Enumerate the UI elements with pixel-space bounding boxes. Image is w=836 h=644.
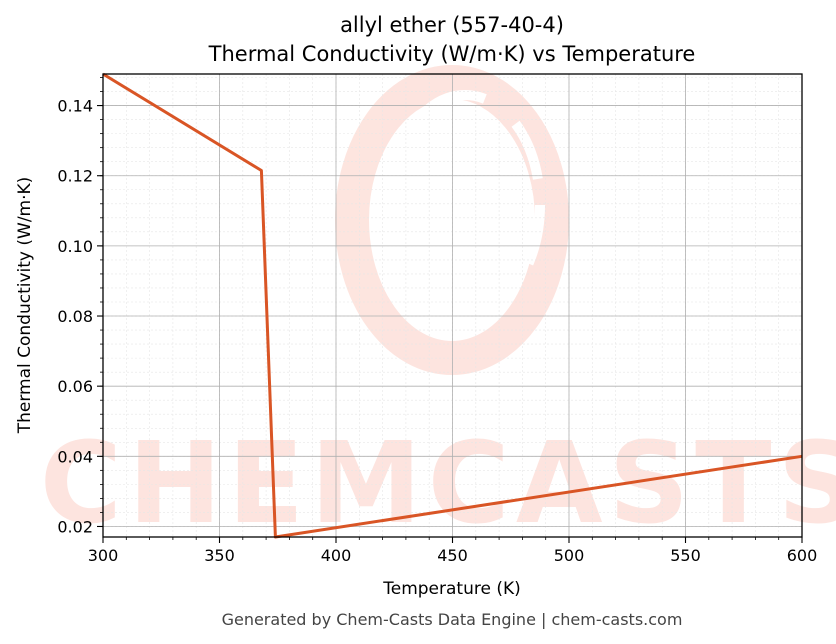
x-tick-label: 350 bbox=[204, 546, 235, 565]
x-tick-label: 450 bbox=[437, 546, 468, 565]
y-tick-label: 0.04 bbox=[57, 447, 93, 466]
y-tick-label: 0.14 bbox=[57, 97, 93, 116]
x-tick-label: 550 bbox=[670, 546, 701, 565]
y-axis-label: Thermal Conductivity (W/m·K) bbox=[15, 177, 35, 435]
y-tick-label: 0.08 bbox=[57, 307, 93, 326]
chart-title-line-2: Thermal Conductivity (W/m·K) vs Temperat… bbox=[208, 42, 696, 66]
x-tick-label: 400 bbox=[321, 546, 352, 565]
x-axis-label: Temperature (K) bbox=[382, 579, 521, 599]
x-tick-label: 500 bbox=[554, 546, 585, 565]
x-axis-ticks: 300 350 400 450 500 550 600 bbox=[88, 537, 818, 565]
y-axis-ticks: 0.02 0.04 0.06 0.08 0.10 0.12 0.14 bbox=[57, 77, 103, 536]
y-tick-label: 0.10 bbox=[57, 237, 93, 256]
y-tick-label: 0.12 bbox=[57, 167, 93, 186]
y-tick-label: 0.02 bbox=[57, 517, 93, 536]
watermark-text: CHEMCASTS bbox=[40, 419, 836, 549]
chart-title-line-1: allyl ether (557-40-4) bbox=[340, 13, 564, 37]
y-tick-label: 0.06 bbox=[57, 377, 93, 396]
x-tick-label: 600 bbox=[787, 546, 818, 565]
series-layer bbox=[102, 72, 803, 539]
chemcasts-watermark: CHEMCASTS bbox=[40, 65, 836, 549]
x-tick-label: 300 bbox=[88, 546, 119, 565]
thermal-conductivity-line bbox=[102, 72, 803, 539]
footer-credit: Generated by Chem-Casts Data Engine | ch… bbox=[222, 610, 683, 629]
